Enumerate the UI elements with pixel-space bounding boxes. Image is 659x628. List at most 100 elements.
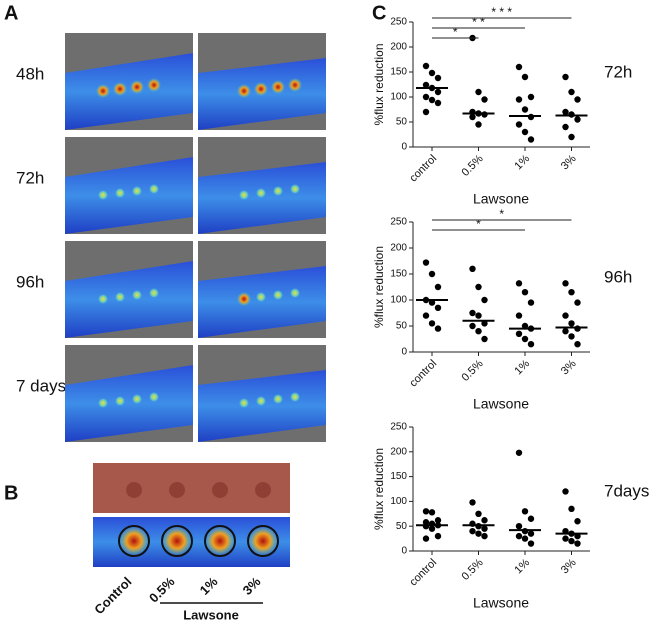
y-tick-label: 0: [401, 546, 407, 557]
data-point: [527, 530, 535, 537]
data-point: [475, 283, 482, 291]
spot: [256, 396, 266, 406]
group-label: Lawsone: [183, 607, 239, 622]
data-point: [434, 517, 442, 524]
data-point: [515, 312, 523, 319]
spot: [149, 392, 159, 402]
data-point: [469, 499, 476, 506]
y-tick-label: 0: [401, 142, 407, 153]
data-point: [422, 312, 430, 319]
significance-label: * * *: [491, 5, 512, 19]
data-point: [481, 335, 488, 343]
data-point: [469, 309, 476, 317]
data-point: [515, 532, 523, 540]
tissue: [198, 266, 326, 338]
data-point: [434, 283, 442, 291]
data-point: [481, 296, 488, 304]
image-strip: Lawsone Control 0.5% 1% 3%: [91, 463, 290, 622]
data-point: [521, 73, 529, 81]
data-point: [428, 509, 436, 516]
x-tick-label: control: [407, 358, 439, 390]
y-tick-label: 250: [390, 422, 407, 433]
y-axis-label: %flux reduction: [372, 448, 386, 530]
data-point: [475, 121, 482, 128]
photo-spot: [212, 482, 228, 498]
image-grid: 48h 72h 96h 7 days: [16, 33, 326, 442]
panel-label: C: [372, 2, 386, 24]
y-tick-label: 150: [390, 269, 407, 280]
data-point: [434, 532, 442, 540]
spot: [115, 292, 125, 302]
data-point: [527, 299, 535, 306]
spot: [115, 188, 125, 198]
spot: [132, 186, 142, 196]
spot: [290, 288, 300, 298]
data-point: [527, 341, 535, 348]
tissue: [65, 365, 193, 442]
x-tick-label: 3%: [559, 557, 579, 577]
significance-label: *: [476, 217, 481, 231]
spot: [113, 82, 127, 96]
spot: [273, 394, 283, 404]
sample-label: 1%: [197, 574, 221, 598]
spot: [237, 84, 251, 98]
spot: [237, 292, 251, 306]
data-point: [574, 116, 581, 123]
spot: [149, 288, 159, 298]
spot: [115, 396, 125, 406]
data-point: [562, 535, 569, 542]
data-point: [481, 525, 488, 532]
x-tick-label: control: [407, 153, 439, 185]
tissue: [65, 157, 193, 234]
data-point: [434, 99, 442, 107]
y-tick-label: 150: [390, 471, 407, 482]
x-tick-label: 1%: [512, 153, 532, 173]
data-point: [428, 320, 436, 327]
data-point: [574, 299, 581, 306]
data-point: [527, 540, 535, 547]
spot: [147, 78, 161, 92]
photo-spot: [255, 482, 271, 498]
data-point: [481, 517, 488, 524]
spot: [273, 186, 283, 196]
data-point: [568, 505, 575, 513]
data-point: [422, 259, 430, 266]
data-point: [469, 113, 476, 121]
data-point: [434, 74, 442, 82]
data-point: [515, 121, 523, 128]
heat-spot: [204, 525, 236, 557]
data-point: [574, 518, 581, 525]
data-point: [422, 93, 430, 101]
sample-label: 3%: [240, 574, 264, 598]
data-point: [521, 128, 529, 136]
data-point: [428, 96, 436, 104]
y-tick-label: 50: [396, 321, 408, 332]
spot: [98, 398, 108, 408]
data-point: [562, 108, 569, 116]
data-point: [574, 341, 581, 348]
significance-label: * *: [472, 15, 485, 29]
data-point: [428, 525, 436, 532]
data-point: [428, 270, 436, 278]
tissue: [65, 53, 193, 130]
data-point: [422, 535, 430, 542]
x-tick-label: 3%: [559, 153, 579, 173]
data-point: [521, 535, 529, 542]
significance-label: *: [499, 207, 504, 221]
spot: [149, 184, 159, 194]
data-point: [481, 532, 488, 540]
data-point: [469, 322, 476, 330]
row-label: 96h: [16, 272, 44, 291]
sample-label: 0.5%: [146, 574, 178, 606]
photo-spot: [169, 482, 185, 498]
data-point: [428, 69, 436, 77]
sample-label: Control: [91, 574, 134, 617]
heat-spot: [247, 525, 279, 557]
x-tick-label: 0.5%: [459, 153, 485, 179]
data-point: [434, 88, 442, 96]
data-point: [434, 325, 442, 332]
data-point: [475, 312, 482, 319]
data-point: [568, 88, 575, 96]
spot: [132, 394, 142, 404]
